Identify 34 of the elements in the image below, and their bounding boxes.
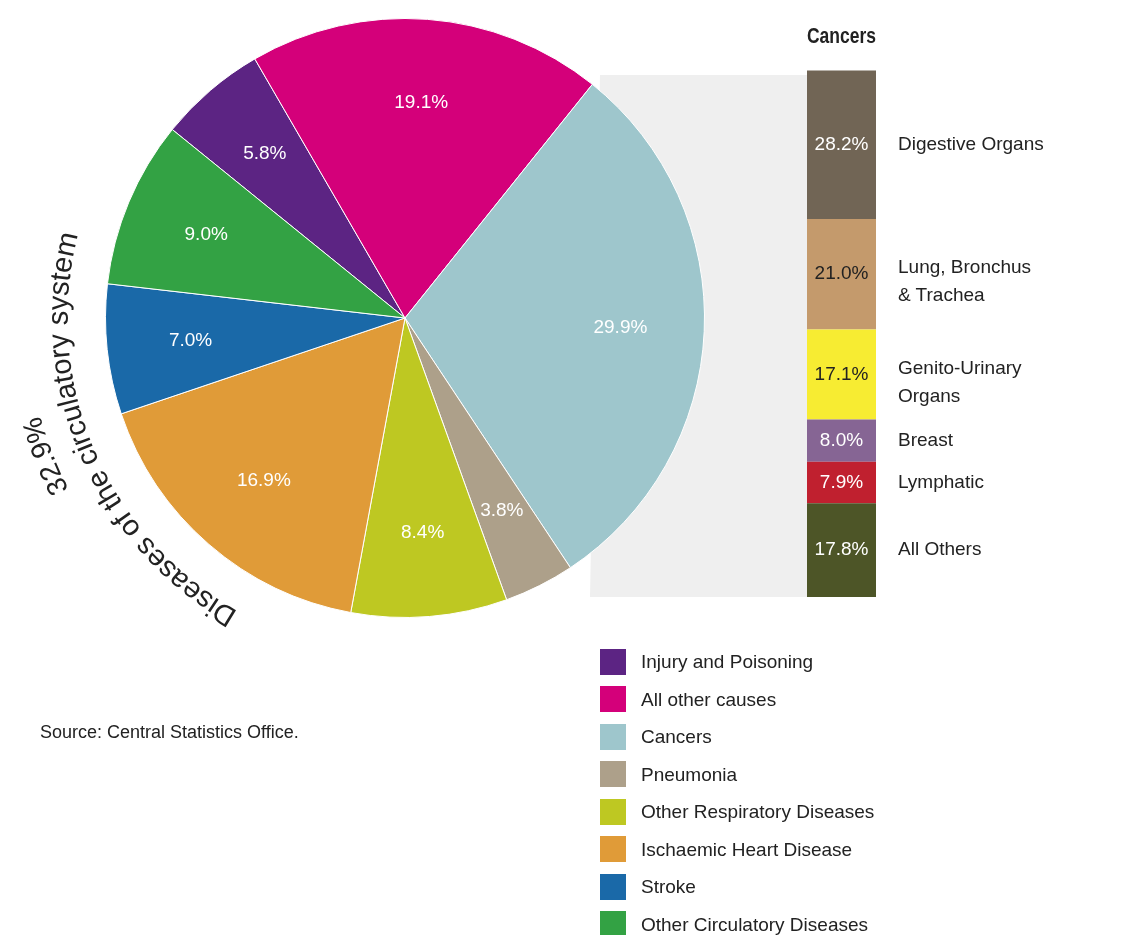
data-label: 8.4% [400,521,445,543]
data-label: 8.0% [819,428,864,450]
legend-label: Other Circulatory Diseases [641,912,869,935]
bar [807,218,876,330]
source-note: Source: Central Statistics Office. [40,722,299,743]
bar [807,329,876,420]
data-label: 29.9% [593,316,648,338]
bar [807,70,876,219]
legend-label: All other causes [641,687,777,712]
series-label: Lung, Bronchus & Trachea [898,256,1032,306]
data-label: 7.0% [168,328,213,350]
legend-label: Cancers [641,725,712,749]
data-label: 19.1% [394,91,449,113]
data-label: 3.8% [480,498,524,520]
series-label: Lymphatic [898,470,984,492]
data-label: 17.1% [814,362,869,384]
data-label: 7.9% [819,470,864,492]
data-label: 21.0% [814,262,869,284]
series-label: Digestive Organs [898,132,1044,154]
chart-title: Cancers [807,23,876,48]
legend-label: Stroke [641,875,696,899]
bar [807,503,876,597]
series-label: Breast [898,428,954,450]
legend-label: Pneumonia [641,762,738,787]
data-label: 28.2% [814,132,869,154]
data-label: 17.8% [814,538,869,560]
legend-label: Ischaemic Heart Disease [641,837,853,862]
data-label: 9.0% [184,222,228,244]
data-label: 5.8% [243,142,287,164]
legend-label: Injury and Poisoning [641,650,814,674]
series-label: All Others [898,538,982,560]
legend-label: Other Respiratory Diseases [641,800,875,824]
data-label: 16.9% [236,469,291,491]
series-label: Genito-Urinary Organs [898,356,1023,406]
